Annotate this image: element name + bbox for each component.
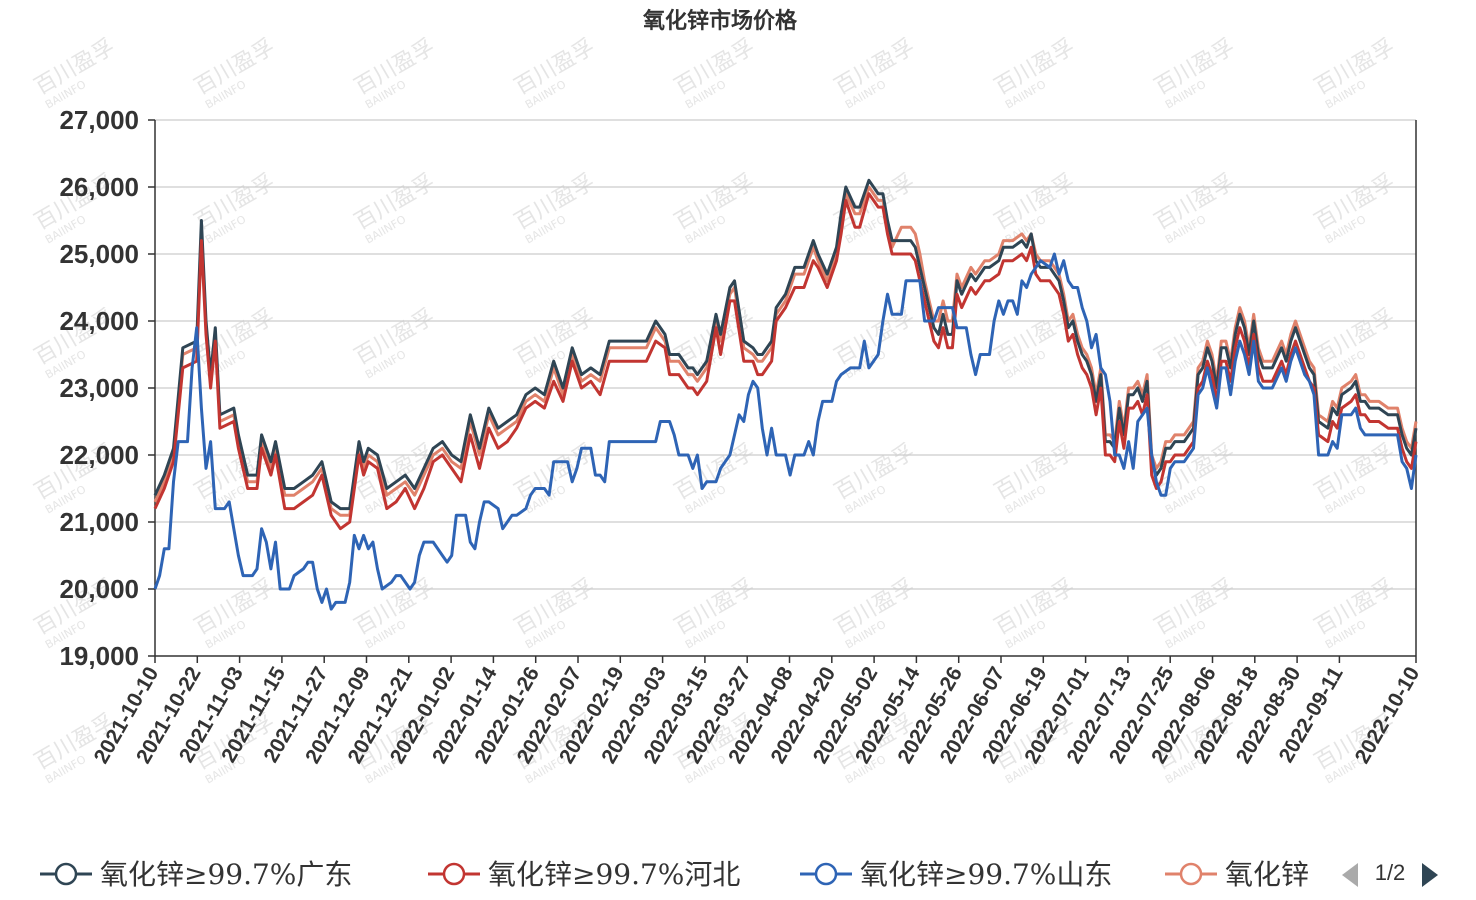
x-axis-ticks: 2021-10-102021-10-222021-11-032021-11-15…	[90, 656, 1425, 768]
x-tick-label: 2022-10-10	[1351, 663, 1425, 768]
legend-item-3[interactable]: 氧化锌	[1165, 858, 1309, 891]
y-tick-label: 24,000	[59, 306, 139, 336]
legend-label: 氧化锌≥99.7%河北	[488, 858, 740, 891]
legend-marker-icon	[814, 862, 838, 886]
y-tick-label: 22,000	[59, 440, 139, 470]
legend-marker-icon	[54, 862, 78, 886]
legend-pager[interactable]: 1/2	[1342, 860, 1438, 887]
y-tick-label: 25,000	[59, 239, 139, 269]
series-layer	[153, 178, 1418, 611]
legend-label: 氧化锌≥99.7%广东	[100, 858, 352, 891]
pager-next-icon[interactable]	[1422, 863, 1438, 887]
y-tick-label: 19,000	[59, 641, 139, 671]
chart-title: 氧化锌市场价格	[642, 8, 798, 34]
pager-prev-icon[interactable]	[1342, 863, 1358, 887]
legend-label: 氧化锌	[1225, 858, 1309, 891]
legend-marker-icon	[442, 862, 466, 886]
legend-item-0[interactable]: 氧化锌≥99.7%广东	[40, 858, 352, 891]
series-line-0	[153, 178, 1418, 511]
y-axis-ticks: 19,000 20,000 21,000 22,000 23,000 24,000 25,0…	[59, 105, 155, 671]
y-tick-label: 21,000	[59, 507, 139, 537]
legend-label: 氧化锌≥99.7%山东	[860, 858, 1112, 891]
series-line-1	[153, 192, 1418, 531]
legend[interactable]: 氧化锌≥99.7%广东 氧化锌≥99.7%河北 氧化锌≥99.7%山东 氧化锌	[40, 858, 1309, 891]
y-tick-label: 20,000	[59, 574, 139, 604]
y-tick-label: 26,000	[59, 172, 139, 202]
legend-marker-icon	[1179, 862, 1203, 886]
series-line-2	[153, 252, 1418, 611]
pager-label: 1/2	[1375, 860, 1406, 885]
legend-item-2[interactable]: 氧化锌≥99.7%山东	[800, 858, 1112, 891]
legend-item-1[interactable]: 氧化锌≥99.7%河北	[428, 858, 740, 891]
y-tick-label: 23,000	[59, 373, 139, 403]
y-tick-label: 27,000	[59, 105, 139, 135]
